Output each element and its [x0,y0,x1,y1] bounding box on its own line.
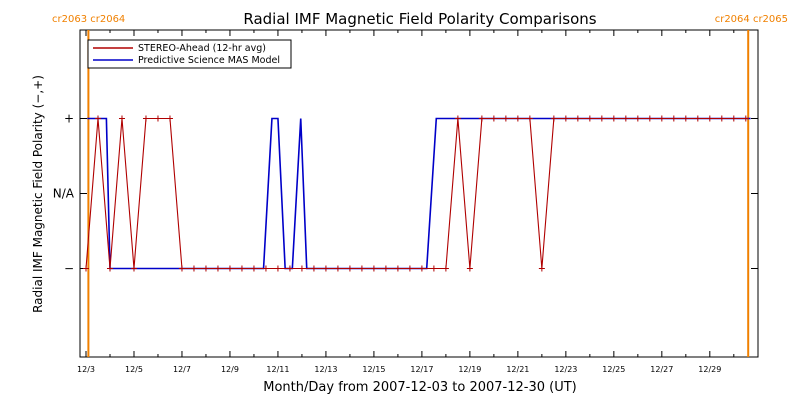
data-point-stereo [454,115,461,122]
data-point-stereo [538,265,545,272]
data-point-stereo [142,115,149,122]
x-tick-label: 12/7 [173,365,191,374]
x-tick-label: 12/9 [221,365,239,374]
data-point-stereo [83,265,89,272]
data-point-stereo [238,265,245,272]
data-point-stereo [442,265,449,272]
data-point-stereo [130,265,137,272]
data-point-stereo [178,265,185,272]
y-tick-labels: − N/A + [53,112,75,276]
x-tick-label: 12/25 [602,365,625,374]
data-point-stereo [562,115,569,122]
data-point-stereo [730,115,737,122]
data-point-stereo [658,115,665,122]
plot-frame [79,29,759,358]
data-point-stereo [694,115,701,122]
x-tick-labels: 12/3 12/5 12/7 12/9 12/11 12/13 12/15 12/17 12/1… [77,365,721,374]
data-point-stereo [358,265,365,272]
x-tick-label: 12/29 [698,365,721,374]
data-point-stereo [526,115,533,122]
data-point-stereo [406,265,413,272]
data-point-stereo [718,115,725,122]
data-point-stereo [622,115,629,122]
data-point-stereo [370,265,377,272]
data-point-stereo [262,265,269,272]
data-point-stereo [682,115,689,122]
x-tick-label: 12/5 [125,365,143,374]
series-line-mas [87,117,751,270]
data-point-stereo [166,115,173,122]
data-point-stereo [574,115,581,122]
data-point-stereo [250,265,257,272]
series-mas-model [87,117,751,270]
carrington-left-label: cr2063 cr2064 [52,14,125,25]
data-point-stereo [646,115,653,122]
series-line-stereo [85,117,746,270]
legend-box [87,39,292,69]
data-point-stereo [610,115,617,122]
carrington-right-label: cr2064 cr2065 [715,14,788,25]
data-point-stereo [214,265,221,272]
x-tick-label: 12/17 [410,365,433,374]
data-point-stereo [502,115,509,122]
data-point-stereo [706,115,713,122]
x-tick-label: 12/23 [554,365,577,374]
y-tick-label: − [64,262,74,276]
legend-label-stereo: STEREO-Ahead (12-hr avg) [138,43,266,54]
data-point-stereo [430,265,437,272]
data-point-stereo [202,265,209,272]
x-tick-label: 12/21 [506,365,529,374]
data-point-stereo [274,265,281,272]
x-tick-label: 12/27 [650,365,673,374]
data-point-stereo [670,115,677,122]
data-point-stereo [226,265,233,272]
data-point-stereo [382,265,389,272]
carrington-boundaries [87,30,750,357]
data-point-stereo [634,115,641,122]
x-tick-label: 12/19 [458,365,481,374]
data-point-stereo [334,265,341,272]
axis-ticks [80,30,758,357]
y-tick-label: N/A [53,187,75,201]
data-point-stereo [310,265,317,272]
data-point-stereo [346,265,353,272]
data-point-stereo [490,115,497,122]
data-point-stereo [550,115,557,122]
y-axis-label: Radial IMF Magnetic Field Polarity (−,+) [31,75,45,313]
x-tick-label: 12/15 [362,365,385,374]
data-point-stereo [418,265,425,272]
data-point-stereo [154,115,161,122]
data-point-stereo [514,115,521,122]
legend: STEREO-Ahead (12-hr avg) Predictive Scie… [87,39,292,69]
x-tick-label: 12/3 [77,365,95,374]
data-point-stereo [586,115,593,122]
data-point-stereo [478,115,485,122]
data-point-stereo [322,265,329,272]
data-point-stereo [742,115,749,122]
x-axis-label: Month/Day from 2007-12-03 to 2007-12-30 … [263,380,576,395]
data-point-stereo [106,265,113,272]
x-tick-label: 12/11 [266,365,289,374]
data-point-stereo [598,115,605,122]
chart-title: Radial IMF Magnetic Field Polarity Compa… [243,10,596,28]
data-point-stereo [190,265,197,272]
data-point-stereo [394,265,401,272]
data-point-stereo [466,265,473,272]
data-point-stereo [298,265,305,272]
data-point-stereo [118,115,125,122]
data-point-stereo [286,265,293,272]
data-point-stereo [94,115,101,122]
x-tick-label: 12/13 [314,365,337,374]
series-stereo-ahead [83,115,749,272]
y-tick-label: + [64,112,74,126]
legend-label-mas: Predictive Science MAS Model [138,55,280,66]
